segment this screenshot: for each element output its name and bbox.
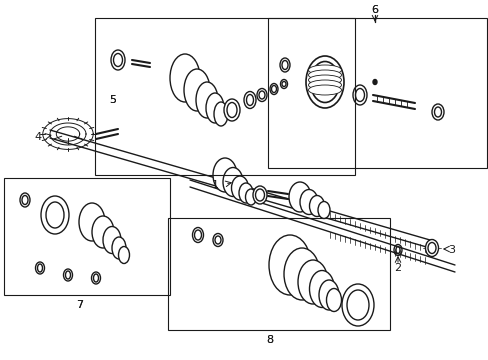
- Ellipse shape: [245, 189, 256, 205]
- Ellipse shape: [341, 284, 373, 326]
- Text: 8: 8: [266, 335, 273, 345]
- Ellipse shape: [111, 50, 125, 70]
- Ellipse shape: [103, 226, 121, 253]
- Ellipse shape: [205, 93, 224, 123]
- Ellipse shape: [268, 235, 310, 295]
- Bar: [4, 178, 170, 295]
- Text: 5: 5: [109, 95, 116, 105]
- Text: 5: 5: [109, 95, 116, 105]
- Ellipse shape: [79, 203, 105, 241]
- Text: 7: 7: [76, 300, 83, 310]
- Bar: [168, 218, 389, 330]
- Text: 8: 8: [266, 335, 273, 345]
- Ellipse shape: [431, 104, 443, 120]
- Ellipse shape: [280, 80, 287, 89]
- Ellipse shape: [326, 288, 341, 311]
- Ellipse shape: [223, 167, 243, 197]
- Ellipse shape: [41, 196, 69, 234]
- Ellipse shape: [231, 176, 248, 200]
- Ellipse shape: [297, 260, 327, 304]
- Ellipse shape: [183, 69, 209, 111]
- Ellipse shape: [305, 56, 343, 108]
- Ellipse shape: [118, 247, 129, 264]
- Ellipse shape: [372, 80, 376, 85]
- Ellipse shape: [299, 189, 317, 215]
- Bar: [95, 18, 354, 175]
- Ellipse shape: [288, 182, 310, 212]
- Ellipse shape: [92, 216, 114, 248]
- Ellipse shape: [308, 80, 341, 90]
- Ellipse shape: [284, 248, 319, 300]
- Ellipse shape: [317, 202, 329, 219]
- Ellipse shape: [213, 158, 237, 192]
- Ellipse shape: [318, 280, 338, 310]
- Text: 3: 3: [447, 245, 454, 255]
- Ellipse shape: [196, 82, 218, 118]
- Text: 4: 4: [34, 132, 41, 142]
- Ellipse shape: [112, 237, 126, 259]
- Ellipse shape: [170, 54, 200, 102]
- Ellipse shape: [352, 85, 366, 105]
- Ellipse shape: [308, 70, 341, 80]
- Ellipse shape: [309, 195, 324, 216]
- Bar: [267, 18, 486, 168]
- Text: 6: 6: [371, 5, 378, 15]
- Ellipse shape: [308, 85, 341, 95]
- Ellipse shape: [425, 239, 438, 256]
- Ellipse shape: [308, 75, 341, 85]
- Ellipse shape: [244, 91, 256, 108]
- Ellipse shape: [309, 270, 334, 307]
- Ellipse shape: [257, 89, 266, 102]
- Text: 7: 7: [76, 300, 83, 310]
- Ellipse shape: [239, 183, 252, 203]
- Text: 2: 2: [394, 263, 401, 273]
- Ellipse shape: [224, 99, 240, 121]
- Ellipse shape: [308, 65, 341, 75]
- Text: 6: 6: [371, 5, 378, 15]
- Ellipse shape: [269, 84, 278, 94]
- Ellipse shape: [214, 102, 227, 126]
- Text: 1: 1: [211, 180, 218, 190]
- Ellipse shape: [252, 186, 266, 204]
